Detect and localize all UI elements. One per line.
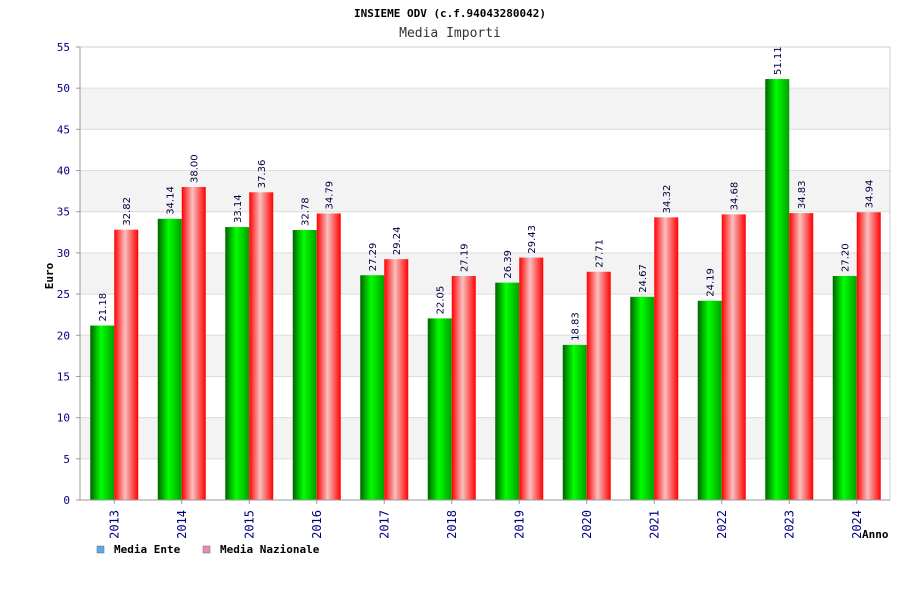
y-tick-label: 0: [63, 494, 70, 507]
y-tick-label: 25: [57, 288, 70, 301]
band: [80, 376, 890, 418]
bars: [90, 79, 881, 501]
bar-media-ente-2013: [90, 325, 115, 500]
bar-media-nazionale-2022: [721, 214, 746, 500]
y-tick-label: 50: [57, 82, 70, 95]
y-tick-label: 10: [57, 412, 70, 425]
value-label-media-ente-2018: 22.05: [436, 286, 447, 315]
x-tick-label-2017: 2017: [377, 510, 391, 539]
bar-media-nazionale-2021: [654, 217, 679, 500]
x-tick-label-2013: 2013: [107, 510, 121, 539]
value-label-media-nazionale-2023: 34.83: [797, 180, 808, 209]
y-tick-label: 5: [63, 453, 70, 466]
value-label-media-ente-2016: 32.78: [301, 197, 312, 226]
value-label-media-ente-2013: 21.18: [98, 293, 109, 322]
x-tick-label-2015: 2015: [242, 510, 256, 539]
bar-media-ente-2017: [360, 275, 385, 500]
value-label-media-nazionale-2018: 27.19: [460, 243, 471, 272]
x-tick-labels: 2013 2014 2015 2016 2017 2018 2019 2020 2021 2022…: [107, 500, 864, 539]
bar-media-nazionale-2017: [384, 259, 409, 500]
value-label-media-ente-2023: 51.11: [773, 46, 784, 75]
y-tick-label: 40: [57, 165, 70, 178]
value-label-media-ente-2017: 27.29: [368, 243, 379, 272]
band: [80, 335, 890, 377]
x-tick-label-2019: 2019: [512, 510, 526, 539]
value-label-media-nazionale-2015: 37.36: [257, 160, 268, 189]
bar-media-nazionale-2016: [316, 213, 341, 500]
value-label-media-nazionale-2024: 34.94: [865, 180, 876, 209]
value-label-media-nazionale-2016: 34.79: [325, 181, 336, 210]
value-label-media-nazionale-2022: 34.68: [730, 182, 741, 211]
bar-media-ente-2022: [697, 300, 722, 500]
legend-label-media-nazionale: Media Nazionale: [220, 543, 320, 556]
legend-swatch-media-ente: [96, 545, 105, 554]
legend-label-media-ente: Media Ente: [114, 543, 181, 556]
value-labels: 21.18 32.82 34.14 38.00 33.14 37.36 32.78 34.79…: [98, 46, 876, 341]
value-label-media-ente-2021: 24.67: [638, 264, 649, 293]
bar-media-ente-2021: [630, 296, 655, 500]
chart-subtitle: Media Importi: [399, 26, 501, 41]
bar-media-ente-2014: [157, 218, 182, 500]
x-tick-label-2018: 2018: [445, 510, 459, 539]
value-label-media-nazionale-2020: 27.71: [595, 239, 606, 268]
axes: [79, 46, 891, 501]
y-tick-label: 35: [57, 206, 70, 219]
value-label-media-nazionale-2021: 34.32: [662, 185, 673, 214]
bar-media-nazionale-2020: [586, 271, 611, 500]
plot-background: [80, 47, 890, 500]
bar-media-nazionale-2019: [519, 257, 544, 500]
band: [80, 417, 890, 459]
band: [80, 129, 890, 171]
bar-media-nazionale-2013: [114, 229, 139, 500]
bar-media-ente-2016: [292, 230, 317, 500]
value-label-media-ente-2014: 34.14: [166, 186, 177, 215]
bar-media-ente-2019: [495, 282, 520, 500]
x-tick-label-2016: 2016: [310, 510, 324, 539]
value-label-media-nazionale-2014: 38.00: [190, 154, 201, 183]
value-label-media-nazionale-2019: 29.43: [527, 225, 538, 254]
x-tick-label-2024: 2024: [850, 510, 864, 539]
y-tick-label: 30: [57, 247, 70, 260]
y-tick-label: 55: [57, 41, 70, 54]
bar-media-nazionale-2024: [856, 212, 881, 501]
legend: Media Ente Media Nazionale: [96, 543, 320, 556]
bar-media-nazionale-2015: [249, 192, 274, 500]
x-tick-label-2021: 2021: [647, 510, 661, 539]
x-axis-label: Anno: [862, 528, 889, 541]
value-label-media-ente-2019: 26.39: [503, 250, 514, 279]
band: [80, 88, 890, 130]
band: [80, 170, 890, 212]
x-tick-label-2022: 2022: [715, 510, 729, 539]
y-tick-label: 15: [57, 370, 70, 383]
y-tick-label: 45: [57, 123, 70, 136]
bar-media-ente-2020: [562, 344, 587, 500]
bar-media-ente-2015: [225, 227, 250, 500]
band: [80, 458, 890, 500]
band: [80, 47, 890, 89]
y-tick-label: 20: [57, 329, 70, 342]
bar-media-nazionale-2018: [451, 276, 476, 500]
bar-media-nazionale-2023: [789, 213, 814, 501]
band: [80, 211, 890, 253]
band: [80, 252, 890, 295]
x-tick-label-2014: 2014: [175, 510, 189, 539]
value-label-media-nazionale-2013: 32.82: [122, 197, 133, 226]
x-tick-label-2020: 2020: [580, 510, 594, 539]
bar-media-nazionale-2014: [181, 187, 206, 500]
band: [80, 294, 890, 336]
value-label-media-nazionale-2017: 29.24: [392, 227, 403, 256]
bar-media-ente-2024: [832, 275, 857, 500]
value-label-media-ente-2015: 33.14: [233, 194, 244, 223]
y-tick-labels: 0 5 10 15 20 25 30 35 40 45 50 55: [57, 41, 80, 507]
bar-media-ente-2023: [765, 79, 790, 500]
chart-title: INSIEME ODV (c.f.94043280042): [354, 7, 546, 20]
x-tick-label-2023: 2023: [782, 510, 796, 539]
value-label-media-ente-2020: 18.83: [571, 312, 582, 341]
y-axis-label: Euro: [43, 262, 56, 289]
value-label-media-ente-2024: 27.20: [841, 243, 852, 272]
bar-media-ente-2018: [427, 318, 452, 500]
legend-swatch-media-nazionale: [202, 545, 211, 554]
value-label-media-ente-2022: 24.19: [706, 268, 717, 297]
